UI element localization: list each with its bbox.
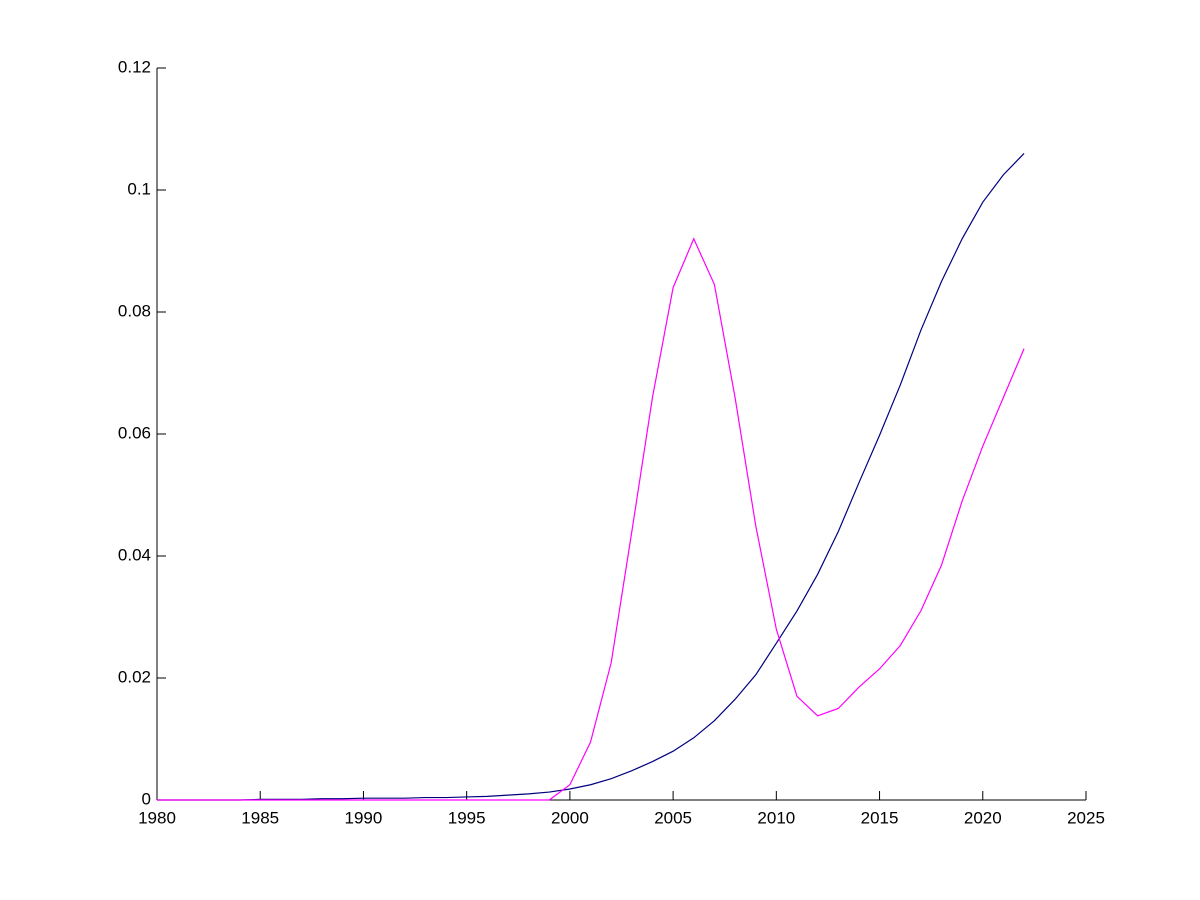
x-tick-label: 1990 xyxy=(345,808,383,827)
y-tick-label: 0.1 xyxy=(127,179,151,198)
x-tick-label: 2015 xyxy=(861,808,899,827)
series-line xyxy=(157,237,1025,801)
x-tick-label: 2005 xyxy=(654,808,692,827)
x-tick-label: 2010 xyxy=(757,808,795,827)
x-tick-label: 1985 xyxy=(241,808,279,827)
y-tick-label: 0 xyxy=(142,789,151,808)
series-line xyxy=(157,152,1025,801)
y-tick-label: 0.12 xyxy=(118,57,151,76)
y-tick-label: 0.02 xyxy=(118,667,151,686)
y-tick-label: 0.04 xyxy=(118,545,151,564)
x-tick-label: 1980 xyxy=(138,808,176,827)
y-tick-label: 0.06 xyxy=(118,423,151,442)
x-tick-label: 2025 xyxy=(1067,808,1105,827)
x-tick-label: 2020 xyxy=(964,808,1002,827)
x-tick-label: 1995 xyxy=(448,808,486,827)
y-tick-label: 0.08 xyxy=(118,301,151,320)
x-tick-label: 2000 xyxy=(551,808,589,827)
